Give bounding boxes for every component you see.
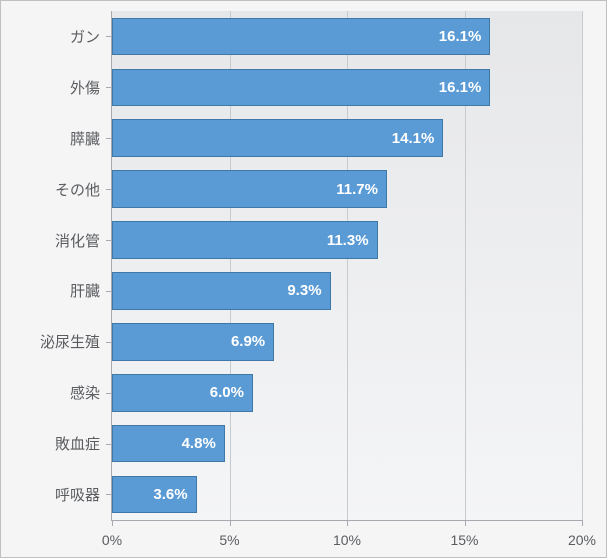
category-label: 感染 [70,382,100,403]
x-tick-label: 10% [333,532,361,548]
bar: 16.1% [112,69,490,107]
value-label: 3.6% [153,486,187,503]
bar: 3.6% [112,476,197,514]
category-label: 膵臓 [70,128,100,149]
bar-slot: 泌尿生殖6.9% [112,316,582,367]
bar: 6.0% [112,374,253,412]
bar: 11.7% [112,170,387,208]
x-tick-mark [465,520,466,526]
bar-slot: 感染6.0% [112,367,582,418]
value-label: 6.0% [210,384,244,401]
x-tick-label: 5% [219,532,239,548]
bar: 16.1% [112,18,490,56]
plot-area: ガン16.1%外傷16.1%膵臓14.1%その他11.7%消化管11.3%肝臓9… [111,11,582,521]
bar: 4.8% [112,425,225,463]
category-label: 外傷 [70,77,100,98]
bar: 11.3% [112,221,378,259]
bar-slot: 呼吸器3.6% [112,469,582,520]
category-label: 消化管 [55,230,100,251]
value-label: 16.1% [439,28,482,45]
category-label: 敗血症 [55,433,100,454]
category-label: ガン [70,26,100,47]
x-tick-mark [112,520,113,526]
value-label: 11.3% [327,232,369,249]
x-tick-label: 0% [102,532,122,548]
value-label: 4.8% [182,435,216,452]
bar-slot: 肝臓9.3% [112,265,582,316]
x-tick-mark [347,520,348,526]
bar: 9.3% [112,272,331,310]
category-label: その他 [55,179,100,200]
x-tick-label: 20% [568,532,596,548]
x-tick-mark [582,520,583,526]
x-tick-label: 15% [450,532,478,548]
chart-frame: ガン16.1%外傷16.1%膵臓14.1%その他11.7%消化管11.3%肝臓9… [0,0,607,558]
category-label: 肝臓 [70,280,100,301]
bar-slot: 消化管11.3% [112,215,582,266]
value-label: 14.1% [392,130,435,147]
value-label: 9.3% [287,282,321,299]
bar: 14.1% [112,119,443,157]
value-label: 16.1% [439,79,482,96]
category-label: 泌尿生殖 [40,331,100,352]
category-label: 呼吸器 [55,484,100,505]
bar-slot: ガン16.1% [112,11,582,62]
bar: 6.9% [112,323,274,361]
bar-slot: その他11.7% [112,164,582,215]
x-tick-mark [230,520,231,526]
value-label: 6.9% [231,333,265,350]
gridline [582,11,583,520]
value-label: 11.7% [336,181,378,198]
bar-slot: 敗血症4.8% [112,418,582,469]
bar-slot: 膵臓14.1% [112,113,582,164]
bar-slot: 外傷16.1% [112,62,582,113]
